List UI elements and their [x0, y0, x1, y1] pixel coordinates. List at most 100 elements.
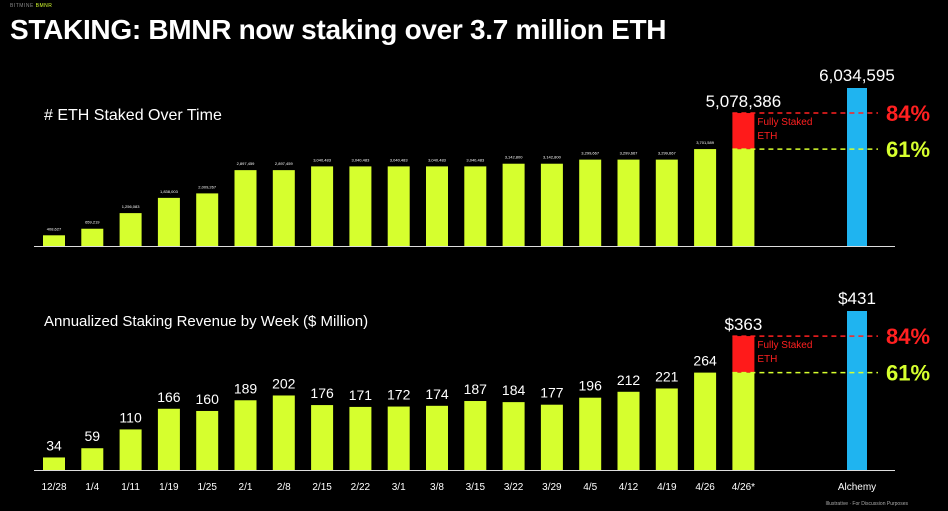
p2-category-label-12: 3/22 — [504, 482, 524, 493]
p2-value-label-14: 196 — [579, 378, 603, 394]
p2-value-label-15: 212 — [617, 372, 641, 388]
p1-bar-2 — [119, 213, 142, 246]
p1-bar-6 — [272, 170, 295, 246]
p1-fully-staked-bar — [732, 113, 755, 150]
p2-value-label-10: 174 — [425, 386, 449, 402]
p1-bar-14 — [579, 159, 602, 246]
p2-chart-title: Annualized Staking Revenue by Week ($ Mi… — [44, 313, 368, 330]
p1-bar-12 — [502, 163, 525, 246]
p2-value-label-6: 202 — [272, 375, 296, 391]
p1-bar-0 — [43, 235, 65, 246]
p2-category-label-4: 1/25 — [197, 482, 217, 493]
p2-value-label-16: 221 — [655, 368, 679, 384]
p1-value-label-16: 3,299,667 — [658, 151, 677, 156]
p1-value-label-5: 2,897,459 — [237, 161, 256, 166]
p2-category-label-8: 2/22 — [351, 482, 371, 493]
p1-bar-1 — [81, 228, 104, 246]
p1-bar-9 — [387, 166, 410, 246]
p1-value-label-7: 3,040,483 — [313, 157, 332, 162]
p2-bar-10 — [426, 405, 448, 470]
p1-value-label-15: 3,299,667 — [620, 151, 639, 156]
p2-category-label-5: 2/1 — [239, 482, 253, 493]
p1-bar-16 — [655, 159, 678, 246]
p2-category-label-18: 4/26* — [732, 482, 755, 493]
p1-bar-13 — [540, 163, 563, 246]
p1-value-label-10: 3,040,483 — [428, 157, 447, 162]
p2-bar-11 — [464, 401, 487, 470]
p1-alchemy-value-label: 6,034,595 — [819, 66, 895, 85]
p2-category-label-3: 1/19 — [159, 482, 179, 493]
p2-value-label-1: 59 — [85, 428, 101, 444]
p2-bar-2 — [119, 429, 142, 470]
p2-fully-staked-annotation-line2: ETH — [757, 354, 777, 365]
p1-value-label-8: 3,040,483 — [352, 157, 371, 162]
p1-bar-3 — [157, 197, 180, 246]
p2-category-label-1: 1/4 — [85, 482, 99, 493]
p2-bar-16 — [655, 388, 678, 470]
p1-bar-10 — [426, 166, 448, 246]
p2-bar-1 — [81, 448, 104, 470]
p2-category-label-16: 4/19 — [657, 482, 677, 493]
p1-bar-5 — [234, 170, 257, 246]
p1-value-label-4: 2,009,267 — [198, 184, 217, 189]
p2-category-label-2: 1/11 — [121, 482, 140, 493]
page-title: STAKING: BMNR now staking over 3.7 milli… — [10, 14, 667, 45]
p1-bar-8 — [349, 166, 372, 246]
p1-value-label-0: 408,627 — [47, 226, 62, 231]
p2-value-label-11: 187 — [464, 381, 488, 397]
p1-value-label-17: 3,701,589 — [696, 140, 715, 145]
brand-ticker: BMNR — [35, 3, 53, 9]
p2-fully-staked-total-label: $363 — [724, 315, 762, 334]
p2-pct84-label: 84% — [886, 324, 930, 349]
p1-bar-4 — [196, 193, 219, 246]
p1-alchemy-bar — [847, 88, 867, 246]
p1-value-label-2: 1,256,083 — [122, 204, 141, 209]
p1-bar-15 — [617, 159, 640, 246]
p2-alchemy-bar — [847, 311, 867, 470]
p2-value-label-4: 160 — [196, 391, 220, 407]
p1-value-label-1: 659,219 — [85, 220, 100, 225]
p1-bar-18 — [732, 149, 755, 246]
p2-bar-12 — [502, 402, 525, 470]
p1-fully-staked-annotation-line2: ETH — [757, 131, 777, 142]
p1-value-label-14: 3,299,667 — [581, 151, 600, 156]
p1-value-label-9: 3,040,483 — [390, 157, 409, 162]
p2-category-label-17: 4/26 — [695, 482, 715, 493]
footnote: Illustrative · For Discussion Purposes — [825, 501, 908, 507]
p1-value-label-3: 1,838,003 — [160, 189, 179, 194]
p2-category-label-0: 12/28 — [41, 482, 66, 493]
p2-alchemy-category-label: Alchemy — [838, 482, 876, 493]
p2-bar-6 — [272, 395, 295, 470]
p2-bar-7 — [311, 405, 334, 470]
p2-category-label-14: 4/5 — [583, 482, 597, 493]
p2-bar-4 — [196, 410, 219, 470]
p2-category-label-6: 2/8 — [277, 482, 291, 493]
p1-pct84-label: 84% — [886, 101, 930, 126]
p2-value-label-0: 34 — [46, 437, 62, 453]
p2-alchemy-value-label: $431 — [838, 289, 876, 308]
p1-value-label-12: 3,142,800 — [505, 155, 524, 160]
p2-value-label-2: 110 — [119, 409, 142, 425]
p2-bar-18 — [732, 372, 755, 470]
p2-value-label-5: 189 — [234, 380, 258, 396]
p2-pct61-label: 61% — [886, 361, 930, 386]
p2-bar-17 — [694, 372, 717, 470]
p2-bar-3 — [157, 408, 180, 470]
p1-chart-title: # ETH Staked Over Time — [44, 107, 222, 124]
p2-fully-staked-annotation-line1: Fully Staked — [757, 340, 812, 351]
p1-fully-staked-annotation-line1: Fully Staked — [757, 117, 812, 128]
p2-bar-9 — [387, 406, 410, 470]
p2-bar-15 — [617, 391, 640, 470]
p2-fully-staked-bar — [732, 336, 755, 373]
p2-category-label-11: 3/15 — [466, 482, 486, 493]
brand-name: BITMINE — [10, 3, 34, 9]
p2-bar-14 — [579, 397, 602, 470]
p2-value-label-9: 172 — [387, 387, 411, 403]
p1-value-label-13: 3,142,800 — [543, 155, 562, 160]
p2-value-label-13: 177 — [540, 385, 564, 401]
p2-bar-13 — [540, 404, 563, 470]
p1-bar-7 — [311, 166, 334, 246]
brand-logo: BITMINE BMNR — [10, 3, 52, 9]
p2-bar-8 — [349, 406, 372, 470]
p1-bar-17 — [694, 149, 717, 246]
